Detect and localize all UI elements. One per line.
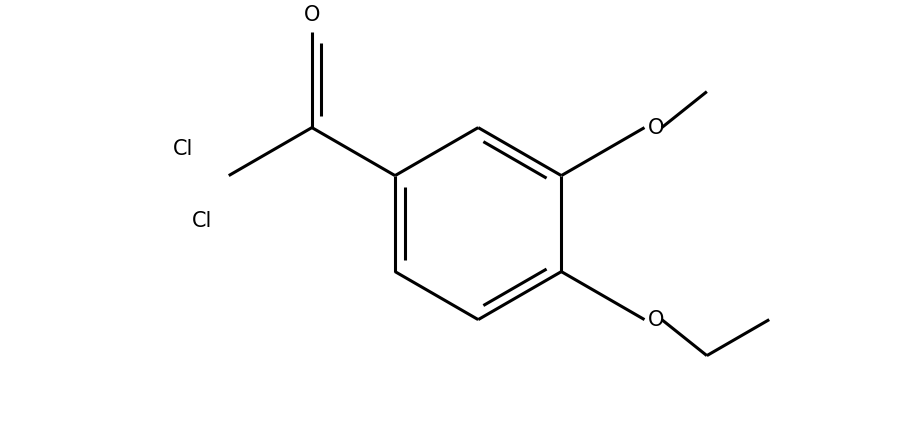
Text: Cl: Cl (173, 139, 193, 159)
Text: O: O (648, 309, 665, 330)
Text: O: O (648, 118, 665, 137)
Text: O: O (304, 5, 320, 25)
Text: Cl: Cl (192, 211, 213, 231)
